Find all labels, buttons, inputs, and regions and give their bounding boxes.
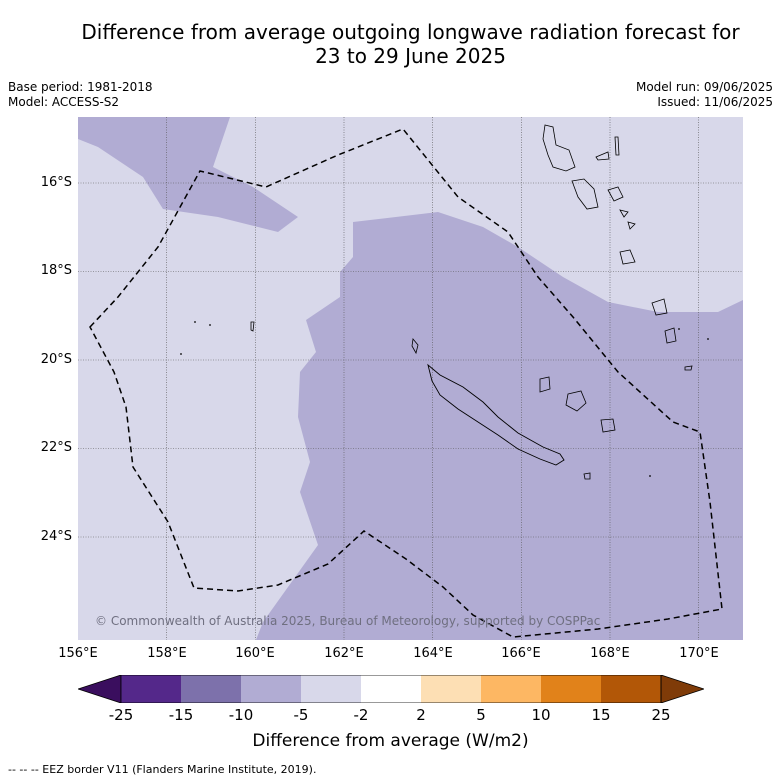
vanuatu-islet-b <box>614 136 620 156</box>
colorbar-outline <box>120 675 662 703</box>
islet-5 <box>707 338 709 340</box>
model-run: Model run: 09/06/2025 <box>635 80 773 94</box>
colorbar-segment-6 <box>421 675 481 703</box>
map-panel <box>78 117 743 640</box>
lat-label-16s: 16°S <box>40 175 72 190</box>
lon-label-164e: 164°E <box>413 646 453 661</box>
colorbar-tick: 10 <box>531 706 551 724</box>
lat-label-18s: 18°S <box>40 263 72 278</box>
islet-4 <box>180 353 182 355</box>
lat-label-20s: 20°S <box>40 352 72 367</box>
islet-3 <box>250 321 255 332</box>
lat-label-22s: 22°S <box>40 440 72 455</box>
aneityum-island <box>684 365 693 371</box>
erromango-island <box>651 298 668 316</box>
anomaly-region-main <box>256 212 743 640</box>
colorbar-tick: -15 <box>168 706 194 724</box>
colorbar-tick: -5 <box>293 706 309 724</box>
lon-label-168e: 168°E <box>590 646 630 661</box>
eez-footnote: -- -- -- EEZ border V11 (Flanders Marine… <box>8 763 317 776</box>
model-name: Model: ACCESS-S2 <box>8 95 120 109</box>
lat-label-24s: 24°S <box>40 529 72 544</box>
colorbar-tick: -25 <box>108 706 134 724</box>
issued-date: Issued: 11/06/2025 <box>657 95 773 109</box>
ambrym-island <box>607 186 624 202</box>
colorbar-segment-9 <box>601 675 661 703</box>
gridlines <box>78 117 743 640</box>
meta-left: Base period: 1981-2018 Model: ACCESS-S2 <box>8 80 153 110</box>
colorbar-tick: 2 <box>416 706 426 724</box>
colorbar-segment-7 <box>481 675 541 703</box>
map-svg <box>78 117 743 640</box>
copyright-credit: © Commonwealth of Australia 2025, Bureau… <box>95 614 601 628</box>
isle-of-pines <box>583 472 591 480</box>
meta-right: Model run: 09/06/2025 Issued: 11/06/2025 <box>636 80 773 110</box>
eez-border <box>89 128 723 638</box>
colorbar-tick: 5 <box>476 706 486 724</box>
vanuatu-islet-d <box>627 221 636 230</box>
islet-1 <box>194 321 196 323</box>
colorbar-segment-1 <box>121 675 181 703</box>
colorbar-segment-8 <box>541 675 601 703</box>
mare-island <box>600 418 616 433</box>
colorbar-tick: 15 <box>591 706 611 724</box>
colorbar-segment-4 <box>301 675 361 703</box>
efate-island <box>619 249 636 265</box>
colorbar-tick: -10 <box>228 706 254 724</box>
colorbar-extend-high <box>660 675 704 703</box>
islet-2 <box>209 324 211 326</box>
lon-label-162e: 162°E <box>324 646 364 661</box>
lon-label-166e: 166°E <box>501 646 541 661</box>
new-caledonia-island <box>427 363 565 466</box>
colorbar-tick: 25 <box>651 706 671 724</box>
colorbar-segment-3 <box>241 675 301 703</box>
chart-title: Difference from average outgoing longwav… <box>40 20 781 68</box>
vanuatu-islet-a <box>595 151 610 161</box>
vanuatu-islet-c <box>619 209 629 218</box>
espiritu-santo-island <box>542 124 576 172</box>
malakula-island <box>571 178 599 210</box>
tanna-island <box>664 327 677 344</box>
colorbar <box>78 675 704 703</box>
anomaly-region-northwest <box>78 117 298 232</box>
colorbar-tick: -2 <box>353 706 369 724</box>
lifou-island <box>565 390 587 412</box>
colorbar-extend-low <box>78 675 122 703</box>
colorbar-segment-2 <box>181 675 241 703</box>
lon-label-160e: 160°E <box>235 646 275 661</box>
lon-label-170e: 170°E <box>679 646 719 661</box>
lon-label-156e: 156°E <box>58 646 98 661</box>
lon-label-158e: 158°E <box>147 646 187 661</box>
colorbar-label: Difference from average (W/m2) <box>252 731 529 751</box>
ouvea-island <box>539 376 551 393</box>
title-line-1: Difference from average outgoing longwav… <box>81 20 740 44</box>
title-line-2: 23 to 29 June 2025 <box>315 44 506 68</box>
colorbar-segment-5 <box>361 675 421 703</box>
islet-6 <box>678 328 680 330</box>
base-period: Base period: 1981-2018 <box>8 80 153 94</box>
islet-7 <box>649 475 651 477</box>
islet-belep <box>411 338 419 355</box>
